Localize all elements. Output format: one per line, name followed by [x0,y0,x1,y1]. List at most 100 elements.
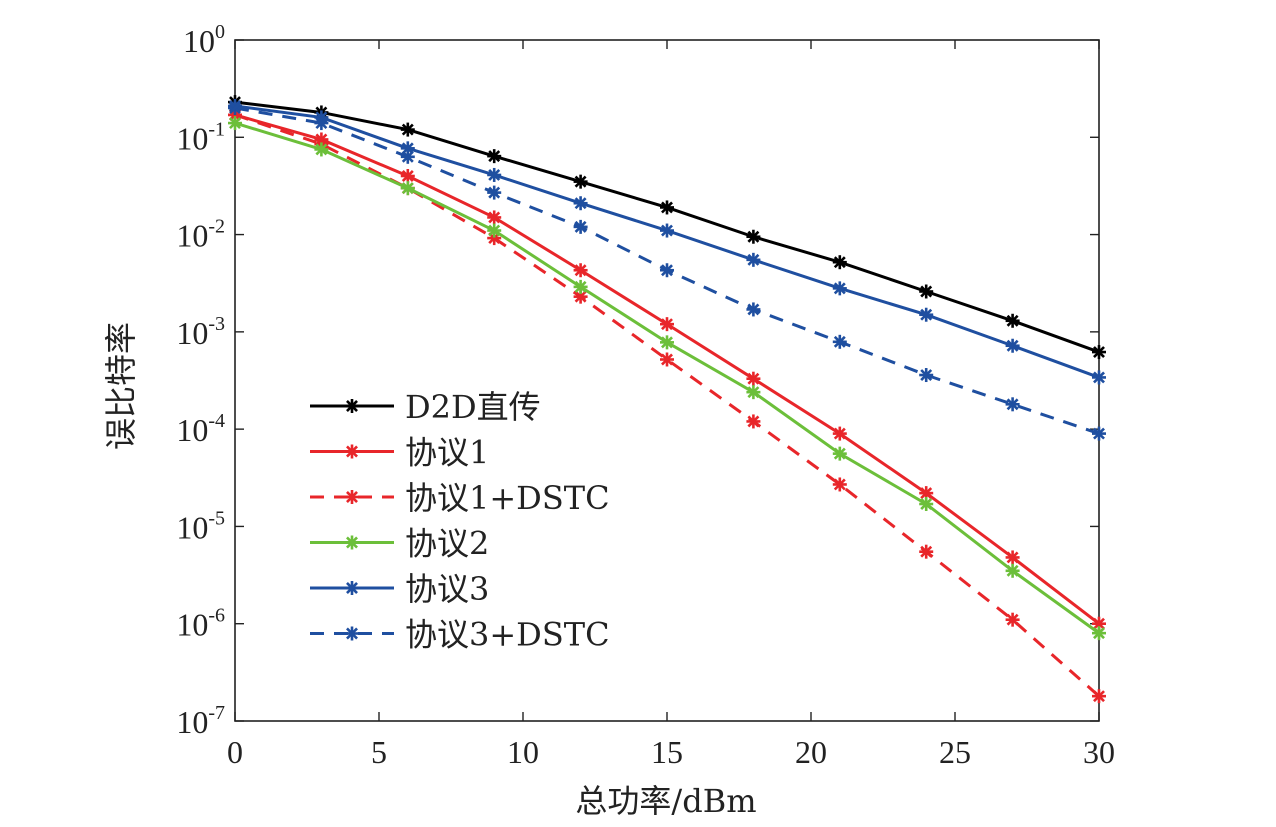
data-point [919,544,934,559]
legend-item: 协议1 [310,434,489,472]
legend-marker [345,626,359,641]
data-point [400,168,415,183]
marker-stroke [661,201,673,214]
marker-stroke [1006,551,1019,564]
marker-stroke [920,285,933,298]
y-tick-label: 10-3 [176,313,225,351]
data-point [573,174,588,189]
marker-stroke [574,175,587,188]
marker-stroke [833,282,846,295]
legend-item: 协议3+DSTC [310,616,610,654]
data-point [660,263,674,278]
marker-stroke [920,545,933,558]
legend-marker [345,444,359,459]
data-point [314,142,329,157]
marker-stroke [920,308,933,321]
data-point [1005,563,1020,578]
series-4 [228,116,1106,641]
legend-item: 协议2 [310,525,489,563]
data-point [400,181,415,196]
data-point [1092,689,1106,704]
data-point [487,210,502,225]
marker-stroke [346,582,358,594]
x-tick-label: 5 [371,734,387,770]
data-point [832,446,847,461]
marker-stroke [346,445,358,458]
data-point [487,185,502,200]
data-point [1005,313,1020,328]
marker-stroke [346,491,358,503]
marker-stroke [833,335,846,348]
legend-label: 协议2 [405,525,489,563]
marker-stroke [747,253,760,266]
data-point [1005,397,1020,412]
marker-stroke [661,318,673,331]
marker-stroke [229,117,241,130]
data-point [487,149,502,164]
data-point [1092,626,1106,641]
data-point [919,284,934,299]
y-tick-label: 10-7 [176,702,225,740]
data-point [660,200,674,215]
data-point [919,497,934,512]
marker-stroke [1006,613,1019,626]
marker-stroke [661,264,673,277]
y-tick-label: 10-2 [176,216,225,254]
data-point [1092,370,1106,385]
data-point [573,279,588,294]
marker-stroke [401,150,414,163]
marker-stroke [488,224,501,237]
data-point [832,334,847,349]
x-tick-label: 25 [939,734,971,770]
legend-label: 协议1 [405,434,489,472]
legend-marker [345,490,359,504]
legend-item: 协议1+DSTC [310,479,610,517]
marker-stroke [1093,427,1105,440]
legend-label: 协议1+DSTC [405,479,610,517]
marker-stroke [574,264,587,277]
marker-stroke [661,224,673,237]
y-tick-label: 10-5 [176,507,225,545]
data-point [746,385,761,400]
legend-label: 协议3 [405,570,489,608]
marker-stroke [920,487,933,500]
marker-stroke [488,211,501,224]
marker-stroke [488,186,501,199]
marker-stroke [1093,617,1105,630]
data-point [746,414,761,429]
series-2 [228,107,1106,631]
data-point [660,335,674,350]
data-point [573,219,588,234]
plot-frame [234,39,1100,722]
marker-stroke [747,386,760,399]
x-tick-label: 20 [795,734,827,770]
y-axis-title: 误比特率 [102,322,140,450]
legend-item: 协议3 [310,570,489,608]
marker-stroke [488,150,501,163]
marker-stroke [661,336,673,349]
marker-stroke [401,123,414,136]
data-point [660,223,674,238]
data-point [573,196,588,211]
data-point [746,302,761,317]
legend-item: D2D直传 [310,388,541,426]
data-point [228,100,242,115]
marker-stroke [346,627,358,640]
marker-stroke [833,427,846,440]
series-6 [228,100,1106,441]
marker-stroke [574,280,587,293]
marker-stroke [1006,398,1019,411]
data-point [487,167,502,182]
marker-stroke [315,143,328,156]
plot-axes: 0 5 10 15 20 25 30 100 10-1 10-2 10-3 10-4 10-5 10-6 1… [176,21,1115,770]
marker-stroke [574,197,587,210]
marker-stroke [229,102,241,114]
x-tick-label: 30 [1083,734,1115,770]
series-line [234,113,1100,625]
marker-stroke [833,478,846,491]
marker-stroke [346,536,358,549]
marker-stroke [833,447,846,460]
data-point [1092,345,1106,360]
